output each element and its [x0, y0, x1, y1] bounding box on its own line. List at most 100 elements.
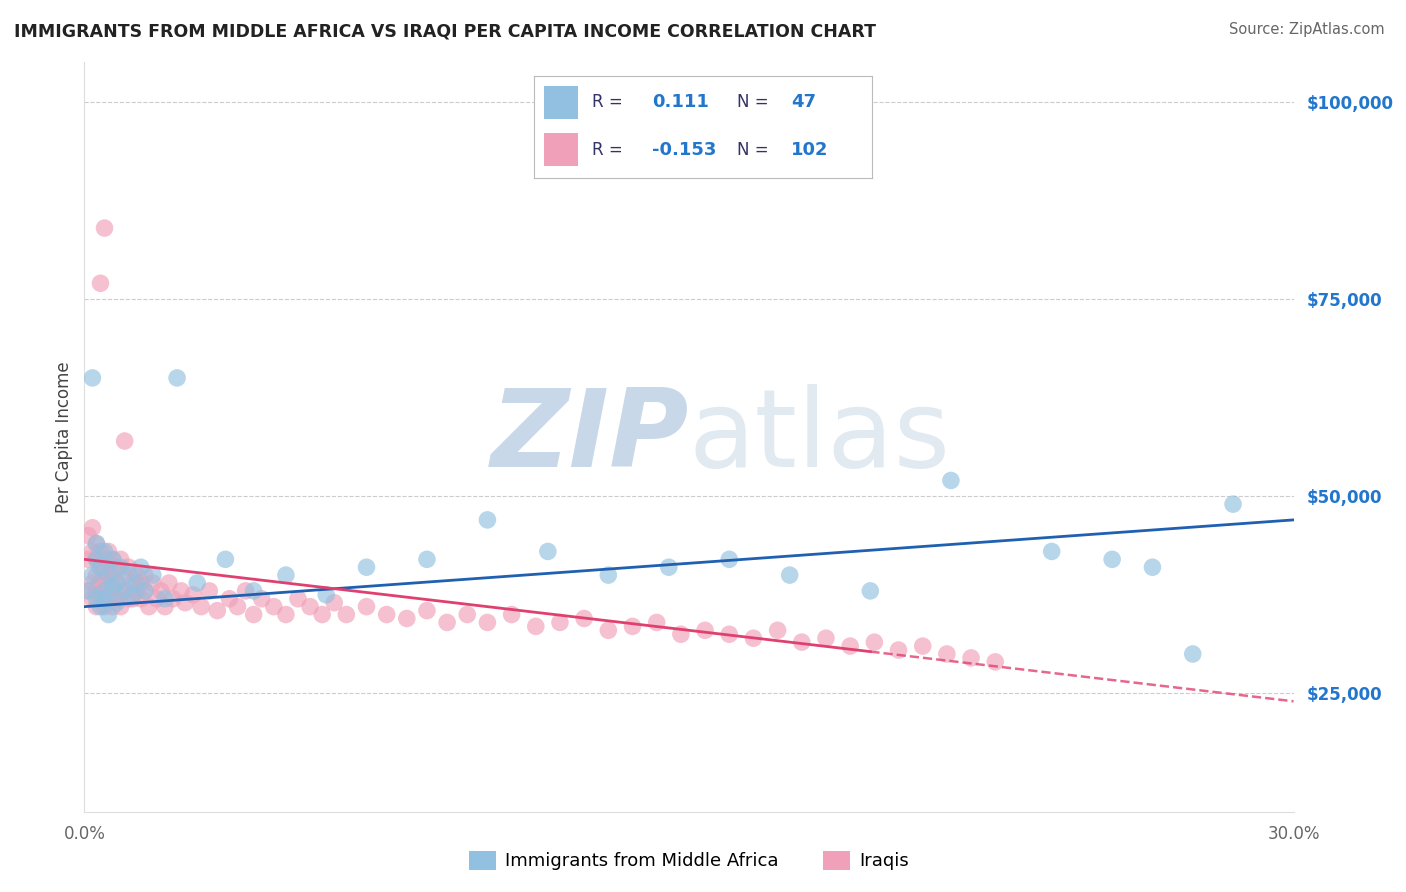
Point: [77, 583, 100, 598]
Bar: [544, 87, 578, 119]
Point: [1040, 544, 1063, 558]
Text: R =: R =: [592, 141, 623, 159]
Point: [501, 607, 523, 622]
Point: [129, 591, 152, 606]
Point: [89, 544, 111, 558]
Point: [93, 552, 115, 566]
Point: [621, 619, 644, 633]
Point: [118, 568, 141, 582]
Text: atlas: atlas: [689, 384, 950, 490]
Point: [162, 591, 184, 606]
Point: [125, 583, 148, 598]
Point: [859, 583, 882, 598]
Point: [766, 624, 789, 638]
Point: [984, 655, 1007, 669]
Point: [97, 576, 120, 591]
Point: [101, 599, 124, 614]
Point: [226, 599, 249, 614]
Point: [101, 568, 124, 582]
Point: [93, 544, 115, 558]
Point: [77, 552, 100, 566]
Point: [149, 583, 172, 598]
Point: [86, 583, 108, 598]
Point: [101, 580, 124, 594]
Point: [335, 607, 357, 622]
Point: [669, 627, 692, 641]
Point: [742, 631, 765, 645]
Point: [274, 568, 297, 582]
Point: [125, 576, 148, 591]
Point: [274, 607, 297, 622]
Point: [114, 583, 136, 598]
Point: [110, 552, 132, 566]
Point: [658, 560, 681, 574]
Point: [323, 596, 346, 610]
Point: [1222, 497, 1244, 511]
Point: [356, 599, 378, 614]
Point: [114, 568, 136, 582]
Point: [105, 576, 128, 591]
Point: [645, 615, 668, 630]
Point: [93, 568, 115, 582]
Point: [93, 583, 115, 598]
Point: [214, 552, 236, 566]
Point: [93, 583, 115, 598]
Point: [86, 552, 108, 566]
Point: [110, 599, 132, 614]
Point: [598, 624, 620, 638]
Point: [89, 560, 111, 574]
Y-axis label: Per Capita Income: Per Capita Income: [55, 361, 73, 513]
Point: [718, 552, 741, 566]
Point: [89, 560, 111, 574]
Point: [118, 560, 141, 574]
Point: [548, 615, 571, 630]
Point: [86, 591, 108, 606]
Text: IMMIGRANTS FROM MIDDLE AFRICA VS IRAQI PER CAPITA INCOME CORRELATION CHART: IMMIGRANTS FROM MIDDLE AFRICA VS IRAQI P…: [14, 22, 876, 40]
Point: [572, 611, 595, 625]
Point: [1181, 647, 1204, 661]
Point: [93, 591, 115, 606]
Point: [82, 576, 104, 591]
Point: [477, 513, 499, 527]
Point: [110, 560, 132, 574]
Bar: [544, 133, 578, 166]
Point: [242, 607, 264, 622]
Point: [537, 544, 560, 558]
Point: [93, 221, 115, 235]
Point: [218, 591, 240, 606]
Point: [174, 596, 197, 610]
Point: [960, 651, 983, 665]
Text: N =: N =: [737, 94, 768, 112]
Point: [181, 588, 204, 602]
Point: [939, 474, 962, 488]
Point: [86, 568, 108, 582]
Text: Source: ZipAtlas.com: Source: ZipAtlas.com: [1229, 22, 1385, 37]
Point: [89, 599, 111, 614]
Point: [129, 576, 152, 591]
Point: [153, 591, 176, 606]
Point: [416, 552, 439, 566]
Point: [125, 568, 148, 582]
Point: [82, 521, 104, 535]
Point: [911, 639, 934, 653]
Point: [477, 615, 499, 630]
Point: [89, 277, 111, 291]
Point: [134, 583, 156, 598]
Point: [82, 371, 104, 385]
Point: [250, 591, 273, 606]
Point: [89, 591, 111, 606]
Point: [77, 529, 100, 543]
Text: 47: 47: [790, 94, 815, 112]
Point: [121, 591, 143, 606]
Point: [121, 576, 143, 591]
Point: [105, 591, 128, 606]
Point: [82, 591, 104, 606]
Point: [186, 576, 208, 591]
Point: [142, 568, 165, 582]
Point: [153, 599, 176, 614]
Point: [887, 643, 910, 657]
Point: [97, 568, 120, 582]
Point: [198, 583, 221, 598]
Point: [207, 604, 229, 618]
Point: [375, 607, 398, 622]
